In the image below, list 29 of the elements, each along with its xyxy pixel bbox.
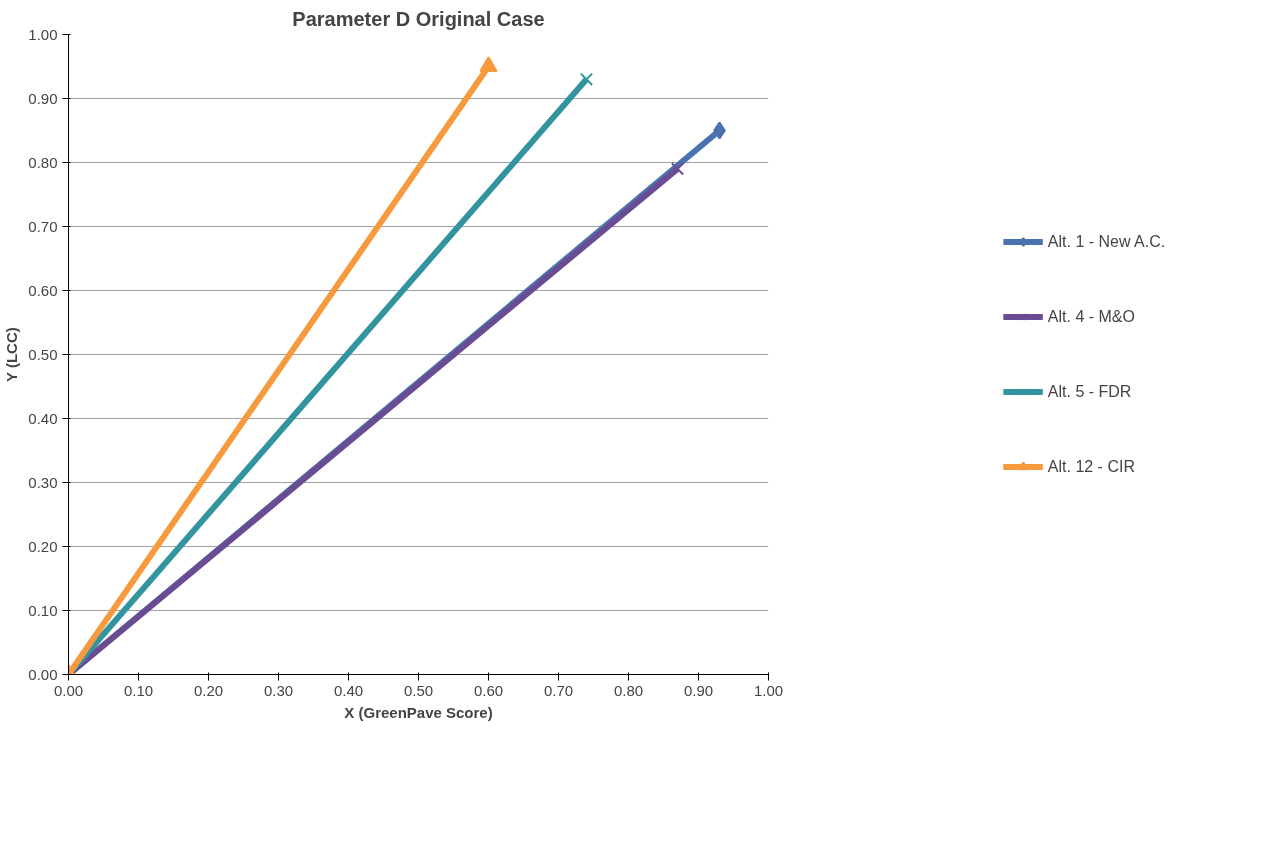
x-tick-label: 0.50 (403, 681, 434, 699)
y-tick-label: 1.00 (28, 25, 58, 43)
x-tick-label: 0.90 (683, 681, 714, 699)
y-tick-label: 0.70 (28, 217, 58, 235)
y-tick-label: 0.10 (28, 601, 58, 619)
legend-label: Alt. 1 - New A.C. (1047, 232, 1166, 251)
y-axis-title: Y (LCC) (3, 327, 21, 382)
legend-label: Alt. 5 - FDR (1047, 382, 1132, 401)
y-tick-label: 0.60 (28, 281, 58, 299)
y-tick-label: 0.90 (28, 89, 58, 107)
x-tick-label: 0.10 (123, 681, 154, 699)
y-tick-label: 0.80 (28, 153, 58, 171)
x-tick-label: 0.00 (53, 681, 84, 699)
y-tick-label: 0.40 (28, 409, 58, 427)
x-axis-title: X (GreenPave Score) (344, 703, 493, 721)
chart-title: Parameter D Original Case (292, 7, 545, 30)
y-tick-label: 0.20 (28, 537, 58, 555)
x-tick-label: 0.80 (613, 681, 644, 699)
x-tick-label: 0.60 (473, 681, 504, 699)
y-tick-label: 0.30 (28, 473, 58, 491)
x-tick-label: 0.20 (193, 681, 224, 699)
legend-label: Alt. 12 - CIR (1047, 457, 1135, 476)
x-tick-label: 1.00 (753, 681, 784, 699)
x-tick-label: 0.30 (263, 681, 294, 699)
x-tick-label: 0.40 (333, 681, 364, 699)
x-tick-label: 0.70 (543, 681, 574, 699)
y-tick-label: 0.00 (28, 665, 58, 683)
y-tick-label: 0.50 (28, 345, 58, 363)
legend-label: Alt. 4 - M&O (1047, 307, 1135, 326)
